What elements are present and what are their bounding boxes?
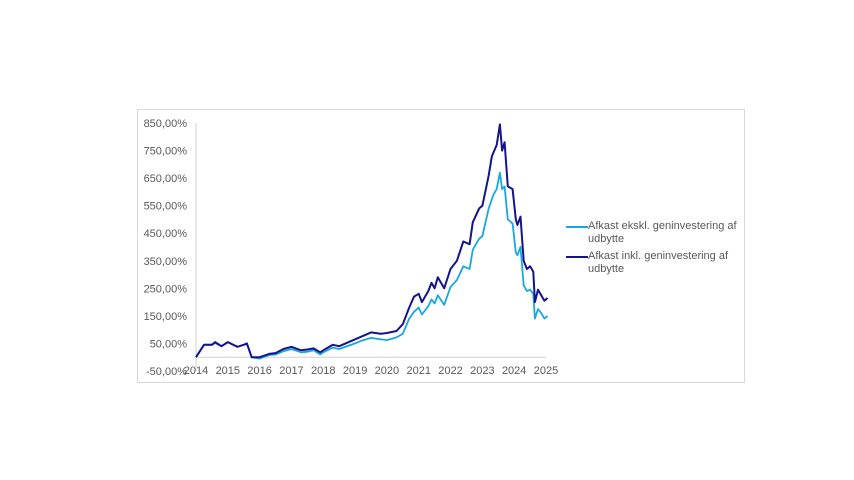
legend-item-excl: Afkast ekskl. geninvestering af udbytte [566, 220, 746, 246]
x-tick-label: 2024 [502, 365, 526, 377]
y-tick-label: 550,00% [144, 201, 188, 213]
y-tick-label: 350,00% [144, 256, 188, 268]
legend-item-incl: Afkast inkl. geninvestering af udbytte [566, 250, 746, 276]
legend-swatch-incl [566, 256, 588, 258]
x-tick-label: 2020 [375, 365, 399, 377]
x-tick-label: 2017 [279, 365, 303, 377]
series-line-excl [195, 171, 549, 360]
x-axis: 2014 2015 2016 2017 2018 2019 2020 2021 2022 2023… [184, 356, 558, 377]
chart-frame [137, 109, 745, 383]
legend-swatch-excl [566, 226, 588, 228]
series-line-incl [195, 123, 549, 359]
x-tick-label: 2016 [247, 365, 271, 377]
y-tick-label: -50,00% [146, 366, 187, 378]
y-axis: -50,00% 50,00% 150,00% 250,00% 350,00% 450,00… [144, 118, 197, 378]
x-tick-label: 2025 [534, 365, 558, 377]
y-tick-label: 250,00% [144, 283, 188, 295]
y-tick-label: 150,00% [144, 311, 188, 323]
x-tick-label: 2015 [216, 365, 240, 377]
x-tick-label: 2019 [343, 365, 367, 377]
y-tick-label: 450,00% [144, 228, 188, 240]
x-tick-label: 2022 [438, 365, 462, 377]
series-lines [195, 123, 549, 360]
y-tick-label: 750,00% [144, 146, 188, 158]
legend-label-excl: Afkast ekskl. geninvestering af udbytte [588, 220, 737, 245]
y-tick-label: 50,00% [150, 338, 188, 350]
x-tick-label: 2018 [311, 365, 335, 377]
y-tick-label: 850,00% [144, 118, 188, 130]
x-tick-label: 2021 [406, 365, 430, 377]
legend-label-incl: Afkast inkl. geninvestering af udbytte [588, 250, 729, 275]
y-tick-label: 650,00% [144, 173, 188, 185]
x-tick-label: 2014 [184, 365, 208, 377]
x-tick-label: 2023 [470, 365, 494, 377]
